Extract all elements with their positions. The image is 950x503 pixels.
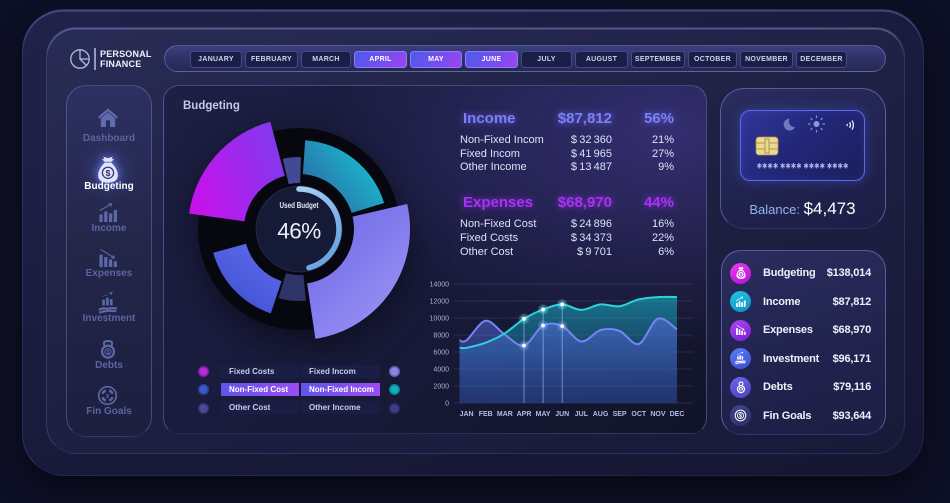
svg-text:6000: 6000 [433,350,449,357]
svg-text:4000: 4000 [433,367,449,374]
svg-text:✱✱✱✱ ✱✱✱✱ ✱✱✱✱ ✱✱✱✱: ✱✱✱✱ ✱✱✱✱ ✱✱✱✱ ✱✱✱✱ [757,162,849,171]
svg-text:0: 0 [445,401,449,408]
svg-text:MAR: MAR [497,411,513,418]
svg-text:JUL: JUL [575,411,589,418]
svg-text:8000: 8000 [433,333,449,340]
svg-text:$: $ [106,394,109,400]
svg-text:$: $ [739,386,742,392]
svg-text:46%: 46% [277,219,321,244]
svg-text:$: $ [106,168,111,178]
svg-text:NOV: NOV [650,411,666,418]
svg-text:12000: 12000 [430,299,449,306]
svg-text:Used Budget: Used Budget [280,201,319,210]
svg-text:$: $ [106,350,109,356]
svg-text:APR: APR [517,411,532,418]
svg-text:2000: 2000 [433,384,449,391]
svg-text:SEP: SEP [613,411,627,418]
svg-text:MAY: MAY [536,411,551,418]
svg-text:AUG: AUG [593,411,609,418]
svg-text:$: $ [739,413,742,419]
svg-text:10000: 10000 [430,316,449,323]
svg-text:FEB: FEB [479,411,493,418]
svg-text:JAN: JAN [460,411,474,418]
svg-text:14000: 14000 [430,282,449,289]
svg-text:DEC: DEC [670,411,685,418]
svg-text:JUN: JUN [555,411,569,418]
svg-text:OCT: OCT [631,411,647,418]
svg-text:$: $ [739,272,742,277]
